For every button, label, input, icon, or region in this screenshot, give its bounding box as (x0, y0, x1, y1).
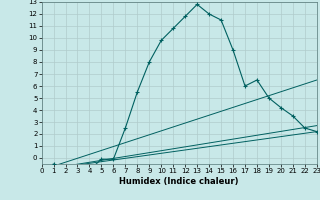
X-axis label: Humidex (Indice chaleur): Humidex (Indice chaleur) (119, 177, 239, 186)
